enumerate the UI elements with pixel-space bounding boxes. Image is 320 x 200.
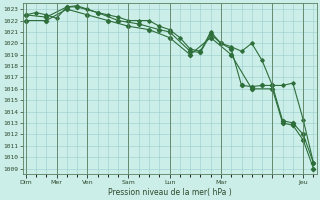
X-axis label: Pression niveau de la mer( hPa ): Pression niveau de la mer( hPa ) xyxy=(108,188,231,197)
